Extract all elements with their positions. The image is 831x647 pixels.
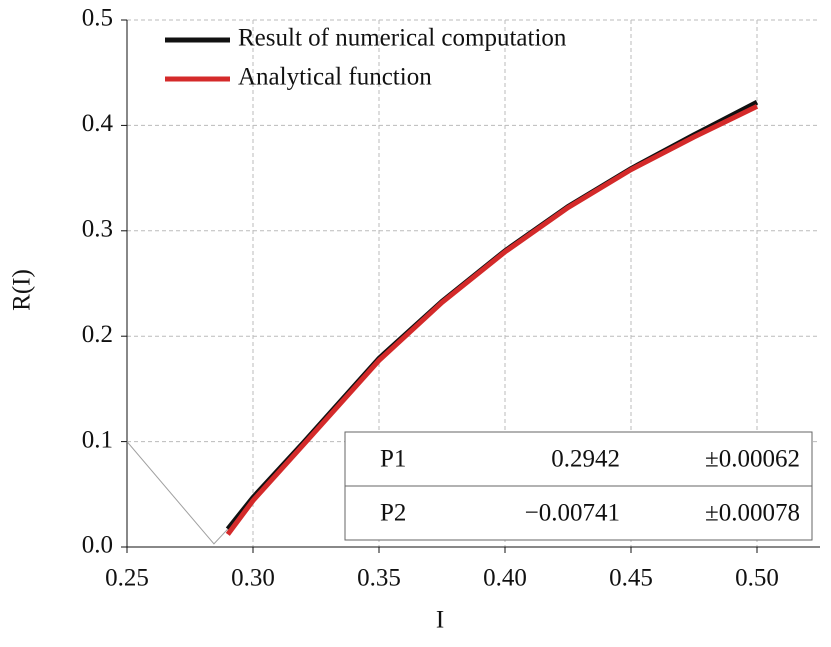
x-tick-label: 0.35 [357,565,401,592]
series-line [225,104,759,536]
table-cell: P1 [380,446,406,473]
y-tick-label: 0.3 [82,216,113,243]
x-tick-label: 0.30 [231,565,275,592]
y-tick-label: 0.4 [82,110,114,137]
x-tick-label: 0.25 [105,565,149,592]
table-cell: P2 [380,500,406,527]
y-tick-label: 0.5 [82,5,113,32]
x-tick-label: 0.50 [735,565,779,592]
table-cell: 0.2942 [551,446,620,473]
y-tick-label: 0.0 [82,532,113,559]
legend-label: Analytical function [238,64,432,91]
table-cell: ±0.00078 [705,500,800,527]
table-cell: −0.00741 [525,500,620,527]
table-cell: ±0.00062 [705,446,800,473]
legend-label: Result of numerical computation [238,25,567,52]
x-tick-label: 0.45 [609,565,653,592]
y-tick-label: 0.2 [82,321,113,348]
y-tick-label: 0.1 [82,426,113,453]
x-axis-label: I [436,607,444,634]
y-axis-label: R(I) [9,269,36,311]
x-tick-label: 0.40 [483,565,527,592]
series-line [126,441,229,545]
